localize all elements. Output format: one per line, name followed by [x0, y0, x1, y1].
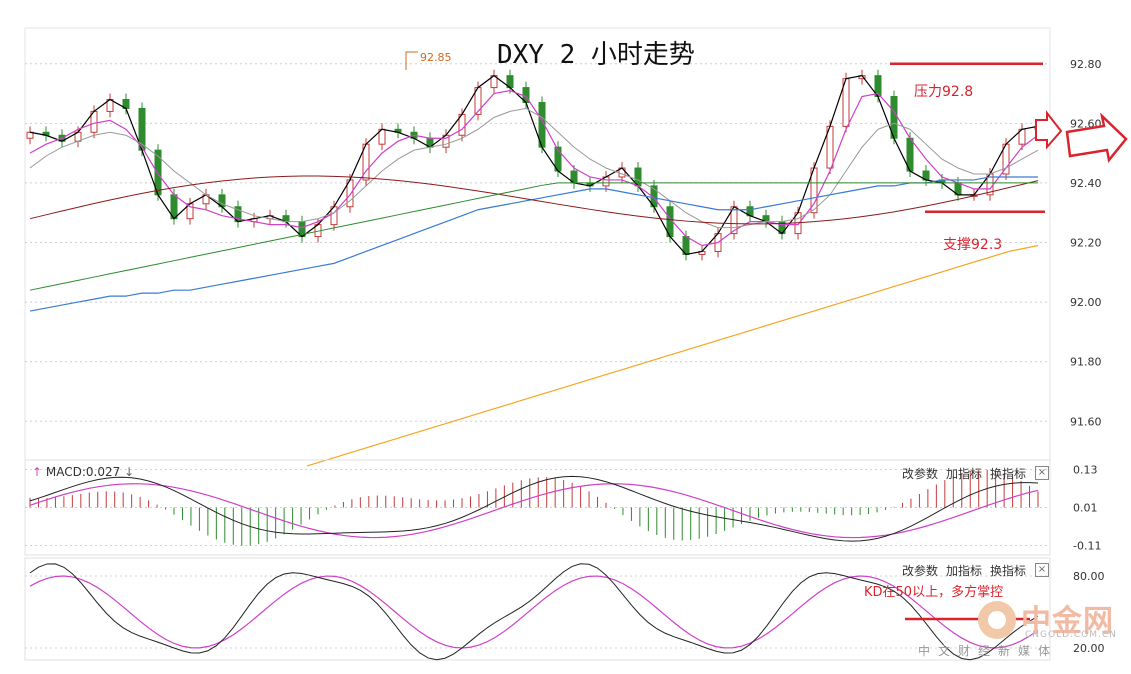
kd-edit-params-button[interactable]: 改参数 — [902, 564, 939, 578]
logo-tagline: 中文财经新媒体 — [918, 644, 1059, 658]
series-line-ma60 — [29, 175, 1039, 225]
y-tick-label: 92.20 — [1070, 237, 1102, 250]
kd-tick-label: 20.00 — [1073, 642, 1105, 655]
macd-tick-label: 0.01 — [1073, 502, 1098, 515]
series-line-close — [29, 74, 1039, 256]
chart-title: DXY 2 小时走势 — [497, 40, 695, 70]
kd-tick-label: 80.00 — [1073, 570, 1105, 583]
logo-url: CNGOLD.COM.CN — [1025, 630, 1117, 640]
kd-close-icon[interactable]: × — [1035, 563, 1049, 577]
support-label: 支撑92.3 — [943, 237, 1002, 253]
y-tick-label: 92.40 — [1070, 177, 1102, 190]
macd-dea-line — [29, 483, 1039, 539]
y-tick-label: 92.80 — [1070, 58, 1102, 71]
macd-tick-label: -0.11 — [1073, 540, 1101, 553]
kd-note-label: KD在50以上，多方掌控 — [864, 584, 1003, 600]
y-tick-label: 92.00 — [1070, 296, 1102, 309]
arrow-down-icon: ↓ — [124, 465, 135, 479]
resistance-label: 压力92.8 — [914, 84, 973, 100]
macd-dif-line — [29, 475, 1039, 542]
macd-switch-indicator-button[interactable]: 换指标 — [990, 467, 1027, 481]
kd-k-line — [29, 563, 1039, 661]
macd-close-icon[interactable]: × — [1035, 466, 1049, 480]
series-line-ma-long — [29, 176, 1038, 312]
small-arrow-icon — [1035, 110, 1063, 150]
macd-value-label: MACD:0.027 — [45, 465, 121, 479]
logo-name: 中金网 — [1021, 604, 1114, 639]
arrow-up-icon: ↑ — [32, 465, 43, 479]
y-tick-label: 91.80 — [1070, 356, 1102, 369]
watermark-logo: 中金网 CNGOLD.COM.CN 中文财经新媒体 — [918, 596, 1123, 666]
peak-marker-line — [405, 51, 418, 70]
macd-label: ↑ MACD:0.027 ↓ — [32, 465, 134, 479]
macd-add-indicator-button[interactable]: 加指标 — [946, 467, 983, 481]
series-line-ma-mid — [29, 107, 1039, 229]
macd-edit-params-button[interactable]: 改参数 — [902, 467, 939, 481]
peak-value-label: 92.85 — [420, 51, 452, 64]
series-line-ma-short — [29, 89, 1039, 247]
series-line-ma-trend — [306, 244, 1039, 467]
kd-panel-frame — [24, 557, 1051, 661]
kd-d-line — [29, 575, 1039, 649]
series-line-ma120 — [29, 182, 1038, 291]
logo-mark-icon — [978, 601, 1016, 639]
y-tick-label: 91.60 — [1070, 415, 1102, 428]
kd-add-indicator-button[interactable]: 加指标 — [946, 564, 983, 578]
kd-switch-indicator-button[interactable]: 换指标 — [990, 564, 1027, 578]
large-arrow-icon — [1065, 112, 1128, 163]
macd-tick-label: 0.13 — [1073, 464, 1098, 477]
